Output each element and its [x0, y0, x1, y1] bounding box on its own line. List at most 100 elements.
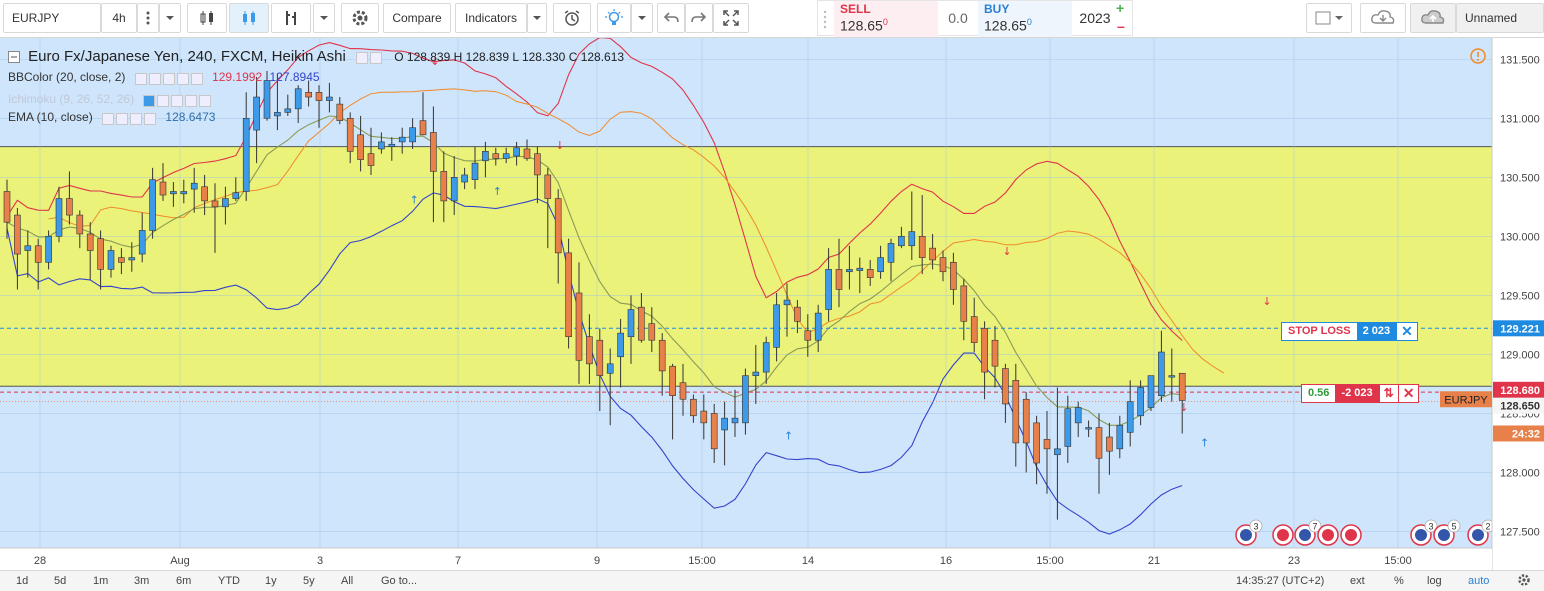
candle-body[interactable]: [55, 198, 63, 237]
range-1y[interactable]: 1y: [265, 575, 277, 587]
candle-body[interactable]: [471, 162, 479, 180]
candle-body[interactable]: [898, 236, 905, 247]
range-5y[interactable]: 5y: [303, 575, 315, 587]
ema-settings-icon[interactable]: [102, 111, 158, 125]
series-settings-icon[interactable]: [356, 49, 384, 66]
candle-body[interactable]: [731, 417, 739, 424]
candle-body[interactable]: [128, 257, 136, 261]
drag-handle-icon[interactable]: [822, 9, 830, 29]
candle-body[interactable]: [648, 323, 656, 341]
candle-body[interactable]: [627, 309, 635, 337]
candle-body[interactable]: [575, 292, 583, 361]
alert-clock-icon[interactable]: [553, 3, 591, 33]
candle-body[interactable]: [263, 80, 271, 119]
chart-area[interactable]: ↓ ↑ ↑ ↓ ↑ ↓ ↓ ↑ ↓ 3 7 3 5 2 131.500 131.000 130.500 130.0…: [0, 36, 1544, 570]
indicators-dropdown-icon[interactable]: [527, 3, 547, 33]
candle-body[interactable]: [274, 112, 281, 117]
candle-body[interactable]: [201, 186, 208, 202]
interval-button[interactable]: 4h: [101, 3, 137, 33]
candle-body[interactable]: [461, 174, 468, 183]
candle-body[interactable]: [149, 179, 156, 231]
candle-body[interactable]: [908, 231, 916, 247]
stop-loss-close-icon[interactable]: ✕: [1396, 323, 1417, 340]
fullscreen-icon[interactable]: [713, 3, 749, 33]
range-6m[interactable]: 6m: [176, 575, 192, 587]
candle-body[interactable]: [877, 257, 884, 273]
price-chart[interactable]: ↓ ↑ ↑ ↓ ↑ ↓ ↓ ↑ ↓ 3 7 3 5 2 131.500 131.000 130.500 130.0…: [0, 36, 1544, 570]
candle-body[interactable]: [544, 174, 552, 199]
candle-body[interactable]: [1137, 387, 1144, 417]
quantity-input[interactable]: 2023: [1079, 10, 1111, 26]
candle-body[interactable]: [1147, 375, 1155, 408]
candle-body[interactable]: [950, 262, 957, 290]
redo-icon[interactable]: [685, 3, 713, 33]
candle-body[interactable]: [34, 245, 42, 263]
candle-body[interactable]: [835, 269, 843, 290]
candle-body[interactable]: [97, 238, 104, 270]
candle-body[interactable]: [1178, 372, 1186, 401]
candle-body[interactable]: [180, 191, 188, 195]
candle-body[interactable]: [565, 252, 572, 337]
candle-body[interactable]: [617, 332, 624, 358]
candle-body[interactable]: [1085, 427, 1092, 430]
ideas-dropdown-icon[interactable]: [631, 3, 653, 33]
candle-body[interactable]: [1043, 439, 1051, 450]
candle-body[interactable]: [846, 269, 853, 273]
candle-body[interactable]: [825, 269, 832, 310]
quantity-plus-button[interactable]: +: [1116, 0, 1125, 16]
candle-body[interactable]: [596, 339, 604, 376]
candle-body[interactable]: [742, 375, 749, 424]
position-label[interactable]: 0.56 -2 023 ⇅ ✕: [1301, 384, 1420, 403]
sell-button[interactable]: SELL 128.650: [834, 1, 938, 37]
candle-body[interactable]: [679, 382, 687, 400]
candle-body[interactable]: [534, 153, 541, 176]
percent-toggle[interactable]: %: [1394, 575, 1404, 587]
candle-body[interactable]: [1022, 398, 1030, 444]
candle-body[interactable]: [866, 269, 874, 278]
ext-toggle[interactable]: ext: [1350, 575, 1365, 587]
range-1m[interactable]: 1m: [93, 575, 109, 587]
candle-body[interactable]: [721, 417, 728, 431]
candle-body[interactable]: [357, 134, 364, 160]
candle-body[interactable]: [1033, 422, 1040, 464]
candle-body[interactable]: [492, 153, 500, 159]
candle-body[interactable]: [118, 257, 125, 263]
candle-body[interactable]: [76, 214, 84, 235]
candle-body[interactable]: [482, 151, 489, 162]
candle-body[interactable]: [409, 127, 416, 143]
range-ytd[interactable]: YTD: [218, 575, 240, 587]
ema-legend[interactable]: EMA (10, close) 128.6473: [8, 110, 215, 125]
range-5d[interactable]: 5d: [54, 575, 67, 587]
candle-body[interactable]: [991, 339, 999, 367]
log-toggle[interactable]: log: [1427, 575, 1442, 587]
candle-body[interactable]: [24, 245, 32, 251]
range-1d[interactable]: 1d: [16, 575, 29, 587]
ideas-lightbulb-icon[interactable]: [597, 3, 631, 33]
candle-body[interactable]: [388, 143, 396, 147]
candle-body[interactable]: [1012, 380, 1020, 444]
candle-body[interactable]: [211, 200, 219, 208]
candle-body[interactable]: [1116, 424, 1124, 450]
close-position-icon[interactable]: ✕: [1397, 385, 1419, 402]
candle-body[interactable]: [398, 136, 406, 143]
candle-body[interactable]: [367, 153, 375, 166]
candle-body[interactable]: [638, 306, 645, 341]
candle-body[interactable]: [326, 96, 333, 101]
candles-style-icon[interactable]: [229, 3, 269, 33]
indicators-button[interactable]: Indicators: [455, 3, 527, 33]
compare-button[interactable]: Compare: [383, 3, 451, 33]
range-all[interactable]: All: [341, 575, 354, 587]
candle-body[interactable]: [970, 316, 978, 343]
candle-body[interactable]: [752, 371, 760, 376]
candle-body[interactable]: [804, 330, 812, 341]
chart-settings-gear-icon[interactable]: [1517, 573, 1531, 591]
candle-body[interactable]: [939, 257, 947, 273]
buy-button[interactable]: BUY 128.650: [978, 1, 1072, 37]
candle-body[interactable]: [242, 117, 250, 192]
candle-body[interactable]: [669, 365, 676, 397]
candle-body[interactable]: [1002, 368, 1009, 405]
bb-legend[interactable]: BBColor (20, close, 2) 129.1992 127.8945: [8, 70, 320, 85]
candle-body[interactable]: [960, 285, 968, 322]
ichimoku-settings-icon[interactable]: [143, 93, 213, 107]
bb-settings-icon[interactable]: [134, 71, 205, 85]
